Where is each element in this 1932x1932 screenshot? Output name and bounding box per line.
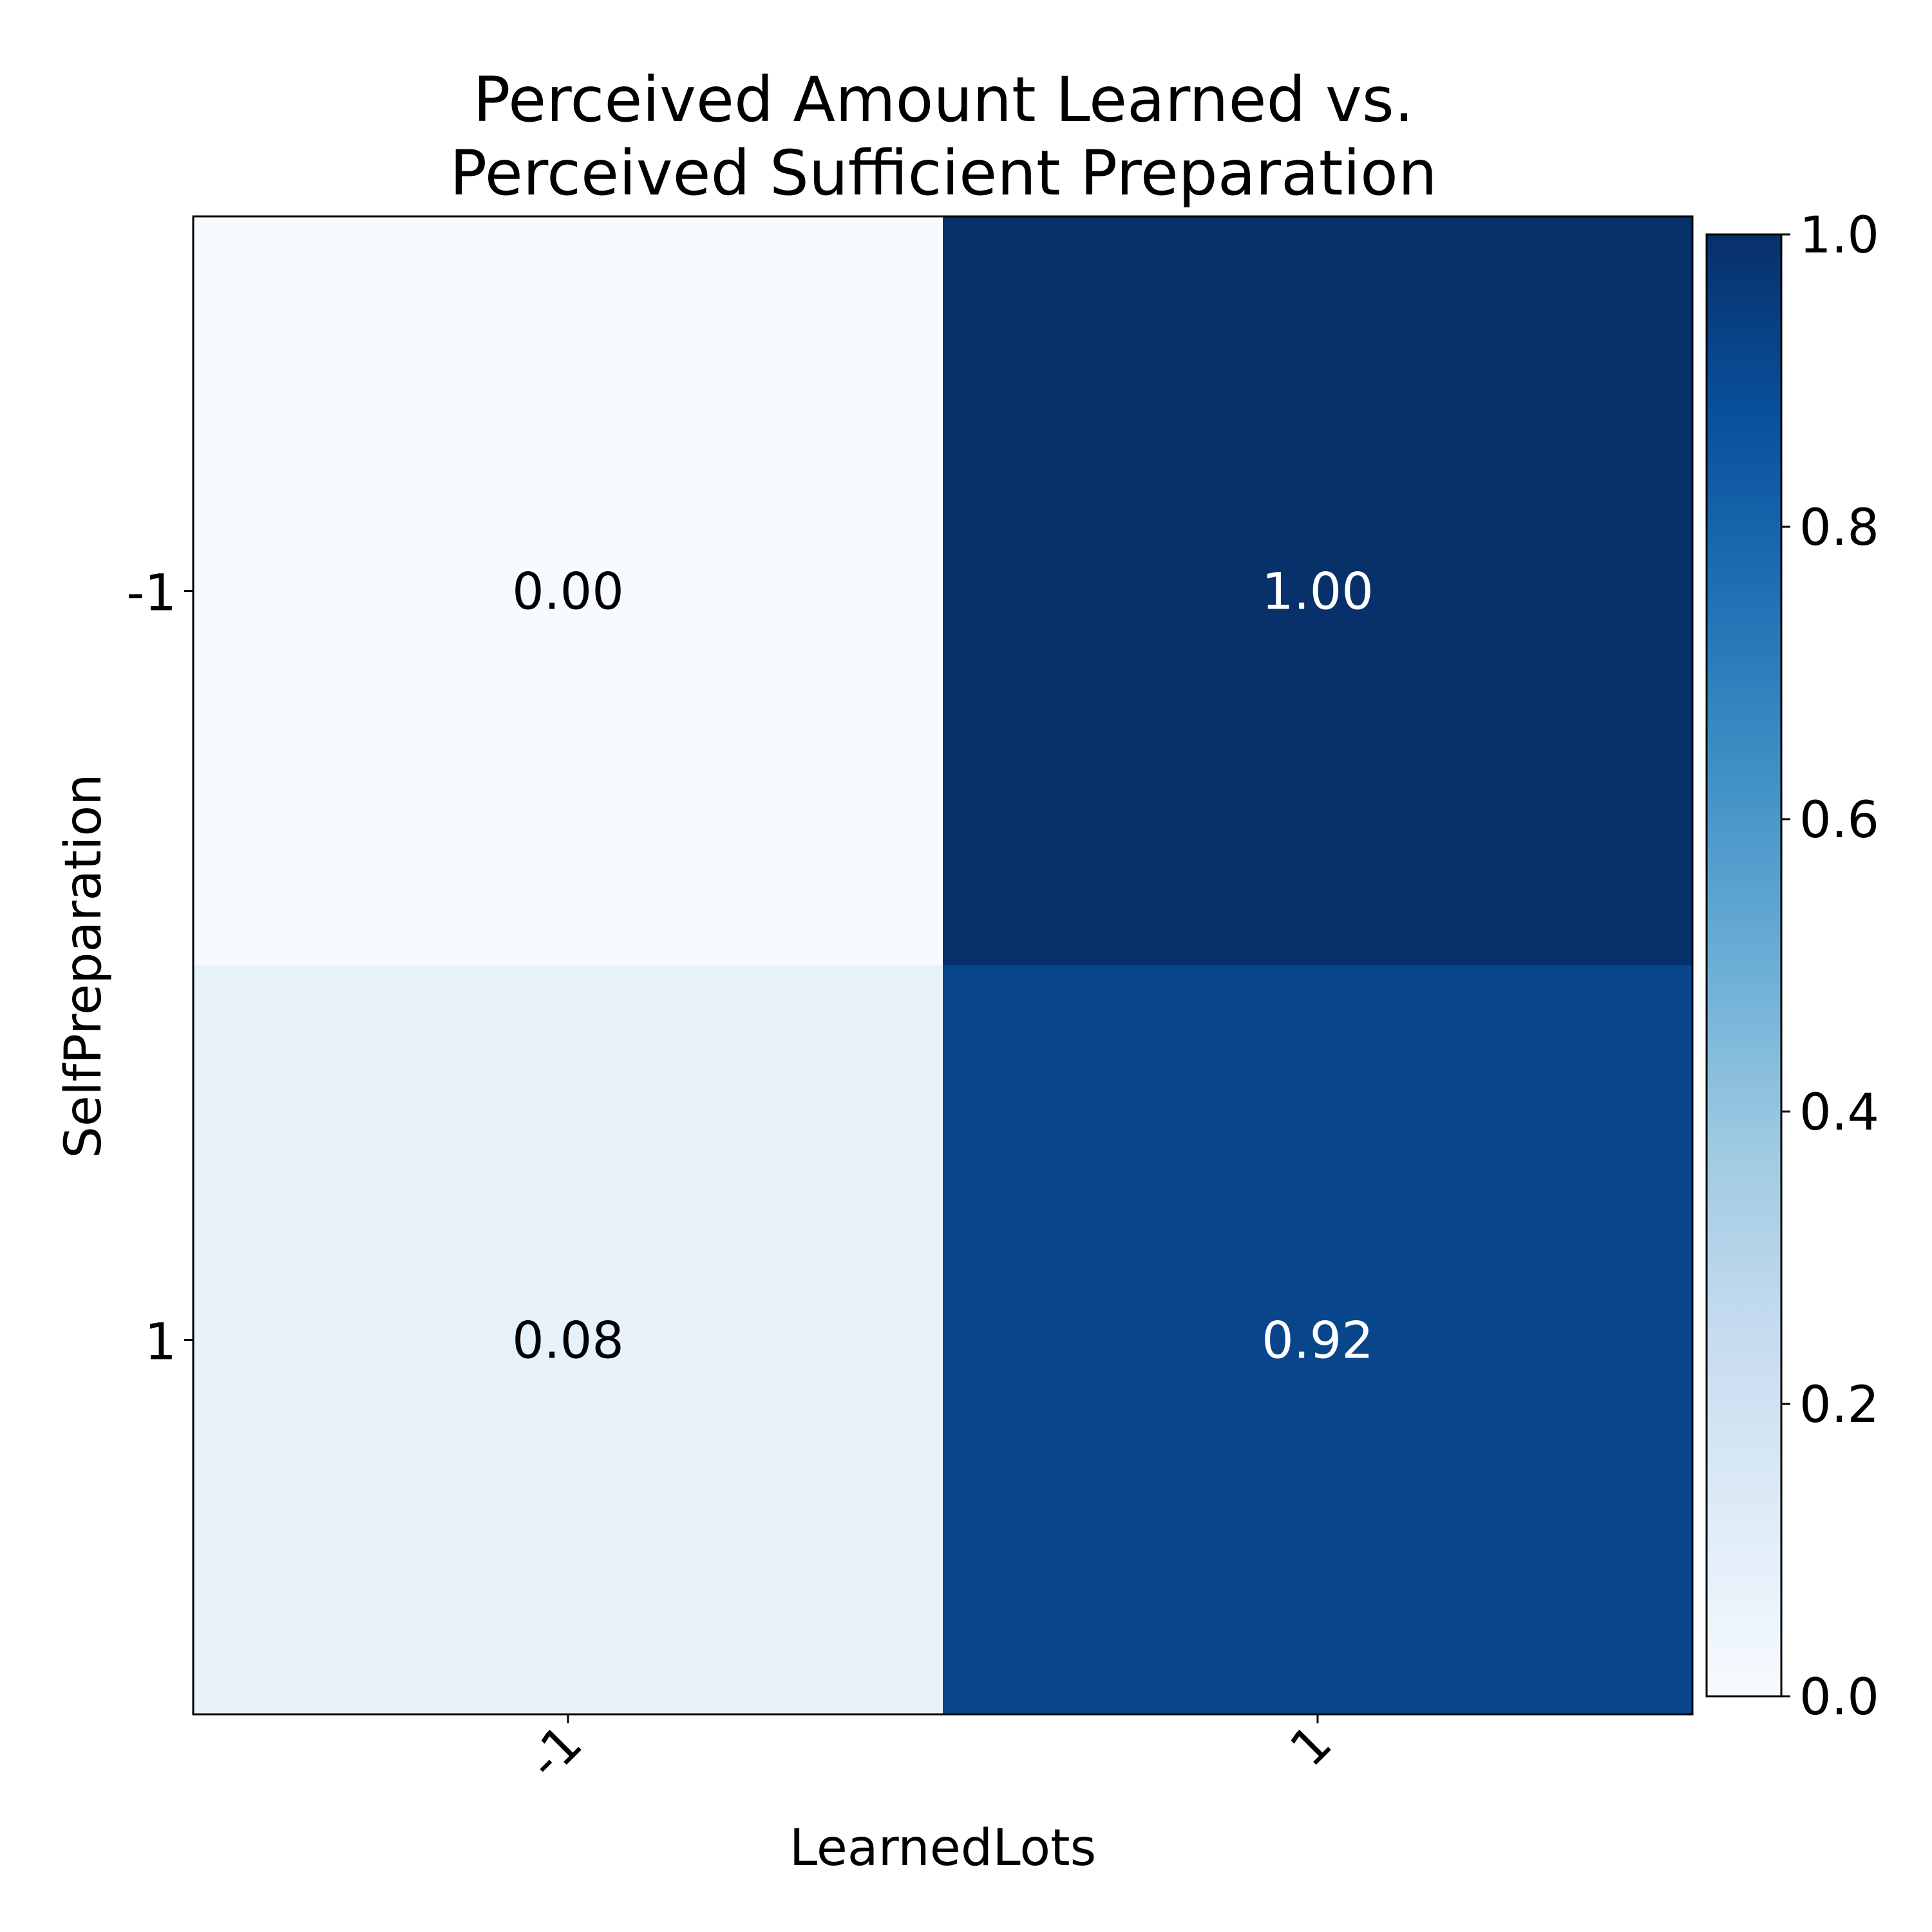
x-tick-label: 1 [1280,1714,1343,1778]
plot-frame [192,215,1694,1716]
heatmap-cell [193,216,943,966]
x-tick-label: -1 [517,1714,594,1791]
colorbar [1705,233,1783,1698]
heatmap-cell [943,965,1693,1715]
colorbar-tick-label: 0.8 [1799,499,1879,557]
heatmap-cell [943,216,1693,966]
heatmap-cell-labels: 0.00 1.00 0.08 0.92 [512,564,1374,1370]
colorbar-ticks: 0.0 0.2 0.4 0.6 0.8 1.0 [1781,207,1879,1727]
x-axis-ticks: -1 1 [517,1714,1343,1791]
chart-title: Perceived Amount Learned vs. Perceived S… [450,64,1437,209]
y-axis-ticks: -1 1 [126,565,193,1372]
cell-value-label: 0.00 [512,564,624,621]
title-line-2: Perceived Sufficient Preparation [450,137,1437,209]
y-tick-label: -1 [126,565,176,623]
y-tick-label: 1 [144,1314,176,1372]
cell-value-label: 0.08 [512,1312,624,1370]
heatmap-cells [193,216,1693,1715]
y-axis-label: SelfPreparation [55,773,113,1158]
heatmap-cell [193,965,943,1715]
colorbar-tick-label: 0.0 [1799,1669,1879,1727]
x-axis-label: LearnedLots [790,1819,1097,1877]
cell-value-label: 1.00 [1262,564,1374,621]
colorbar-tick-label: 0.2 [1799,1376,1879,1434]
cell-value-label: 0.92 [1262,1312,1374,1370]
colorbar-tick-label: 0.4 [1799,1084,1879,1142]
title-line-1: Perceived Amount Learned vs. [473,64,1414,136]
colorbar-tick-label: 0.6 [1799,791,1879,849]
colorbar-tick-label: 1.0 [1799,207,1879,265]
